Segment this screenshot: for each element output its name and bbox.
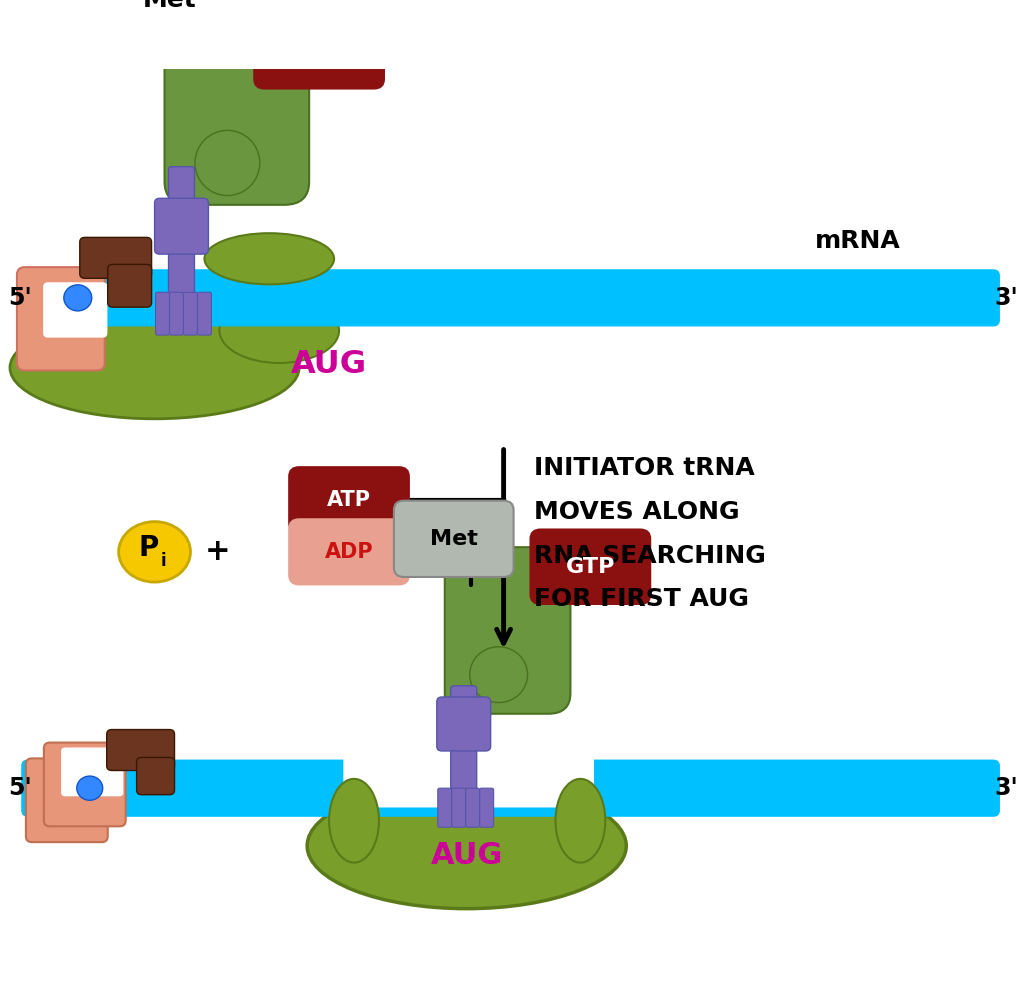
FancyBboxPatch shape xyxy=(437,697,490,751)
Ellipse shape xyxy=(307,783,627,909)
Text: +: + xyxy=(205,537,230,566)
FancyBboxPatch shape xyxy=(44,742,126,826)
Text: Met: Met xyxy=(430,529,477,549)
FancyBboxPatch shape xyxy=(479,788,494,827)
FancyBboxPatch shape xyxy=(344,751,593,807)
FancyBboxPatch shape xyxy=(22,760,999,816)
FancyBboxPatch shape xyxy=(466,788,479,827)
Ellipse shape xyxy=(329,779,379,862)
Text: MOVES ALONG: MOVES ALONG xyxy=(534,499,739,524)
Text: RNA SEARCHING: RNA SEARCHING xyxy=(534,544,765,568)
Text: ADP: ADP xyxy=(325,542,374,562)
Text: mRNA: mRNA xyxy=(815,229,900,253)
FancyBboxPatch shape xyxy=(106,729,174,770)
Circle shape xyxy=(77,776,102,801)
Text: Met: Met xyxy=(142,0,197,12)
FancyBboxPatch shape xyxy=(451,686,477,799)
FancyBboxPatch shape xyxy=(80,238,152,278)
FancyBboxPatch shape xyxy=(165,10,309,205)
Text: 5': 5' xyxy=(8,285,32,310)
FancyBboxPatch shape xyxy=(254,10,384,88)
FancyBboxPatch shape xyxy=(183,292,198,335)
FancyBboxPatch shape xyxy=(108,265,152,307)
FancyBboxPatch shape xyxy=(169,166,195,300)
FancyBboxPatch shape xyxy=(44,283,106,337)
FancyBboxPatch shape xyxy=(170,292,183,335)
FancyBboxPatch shape xyxy=(438,788,452,827)
Circle shape xyxy=(63,284,92,311)
Text: INITIATOR tRNA: INITIATOR tRNA xyxy=(534,456,755,480)
Text: 3': 3' xyxy=(994,285,1018,310)
FancyBboxPatch shape xyxy=(289,467,409,532)
Text: AUG: AUG xyxy=(291,350,368,381)
FancyBboxPatch shape xyxy=(289,519,409,585)
Ellipse shape xyxy=(10,316,299,419)
Ellipse shape xyxy=(195,131,260,195)
FancyBboxPatch shape xyxy=(99,0,240,42)
Ellipse shape xyxy=(219,298,339,363)
FancyBboxPatch shape xyxy=(444,547,570,714)
Ellipse shape xyxy=(205,233,334,284)
Text: 3': 3' xyxy=(994,776,1018,800)
FancyBboxPatch shape xyxy=(394,500,514,577)
Text: FOR FIRST AUG: FOR FIRST AUG xyxy=(534,588,749,611)
FancyBboxPatch shape xyxy=(17,268,104,371)
FancyBboxPatch shape xyxy=(26,758,108,842)
FancyBboxPatch shape xyxy=(156,292,170,335)
FancyBboxPatch shape xyxy=(530,529,650,604)
Text: GTP: GTP xyxy=(293,37,345,61)
Text: i: i xyxy=(161,552,166,570)
FancyBboxPatch shape xyxy=(136,757,174,795)
Ellipse shape xyxy=(119,521,190,582)
Text: P: P xyxy=(138,534,159,562)
Text: ATP: ATP xyxy=(327,490,371,509)
FancyBboxPatch shape xyxy=(452,788,466,827)
FancyBboxPatch shape xyxy=(22,270,999,326)
Text: 5': 5' xyxy=(8,776,32,800)
Ellipse shape xyxy=(555,779,605,862)
FancyBboxPatch shape xyxy=(155,198,209,254)
FancyBboxPatch shape xyxy=(198,292,211,335)
FancyBboxPatch shape xyxy=(61,748,123,796)
Ellipse shape xyxy=(470,647,527,703)
Text: AUG: AUG xyxy=(430,840,503,870)
Text: GTP: GTP xyxy=(565,557,615,577)
